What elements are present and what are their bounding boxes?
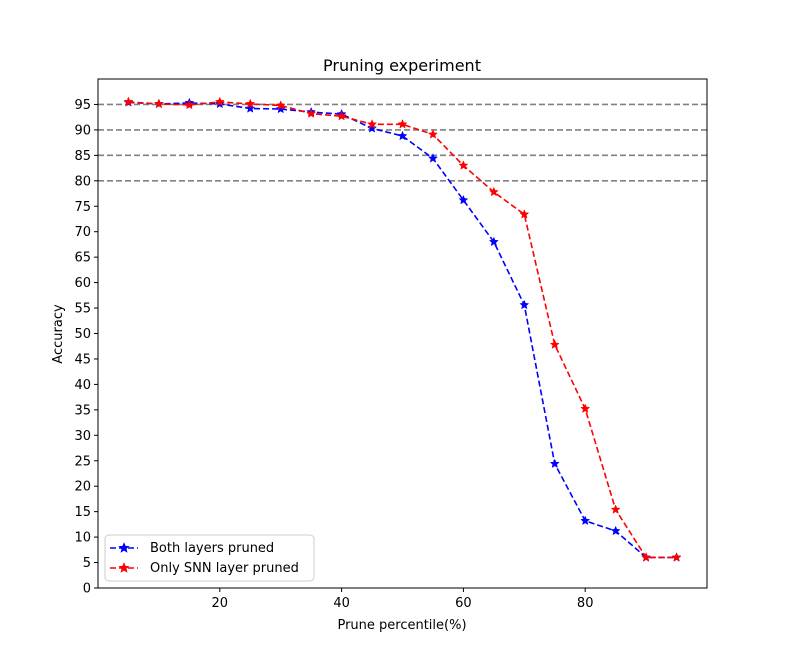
y-tick-label: 90 bbox=[74, 123, 91, 138]
y-tick-label: 10 bbox=[74, 531, 91, 546]
data-point bbox=[367, 123, 378, 133]
data-point bbox=[488, 236, 499, 247]
y-tick-label: 20 bbox=[74, 480, 91, 495]
data-point bbox=[123, 96, 134, 107]
y-tick-label: 95 bbox=[74, 98, 91, 113]
data-point bbox=[367, 119, 378, 129]
legend-label-snn-layer: Only SNN layer pruned bbox=[150, 561, 299, 576]
data-point bbox=[519, 209, 530, 219]
data-point bbox=[275, 103, 286, 114]
data-point bbox=[397, 130, 408, 141]
data-point bbox=[458, 194, 469, 205]
data-point bbox=[610, 504, 621, 514]
data-point bbox=[458, 160, 469, 170]
y-tick-label: 5 bbox=[83, 556, 91, 571]
chart-title: Pruning experiment bbox=[323, 56, 481, 75]
y-tick-label: 55 bbox=[74, 302, 91, 317]
data-point bbox=[427, 153, 438, 163]
y-tick-label: 0 bbox=[83, 582, 91, 597]
x-tick-label: 40 bbox=[333, 596, 350, 611]
y-tick-label: 15 bbox=[74, 505, 91, 520]
data-point bbox=[580, 403, 591, 414]
y-tick-label: 35 bbox=[74, 403, 91, 418]
data-point bbox=[641, 552, 652, 562]
legend-marker-both-layers bbox=[118, 542, 130, 553]
legend-box bbox=[104, 534, 315, 582]
data-point bbox=[397, 119, 408, 129]
x-tick-label: 80 bbox=[577, 596, 594, 611]
data-point bbox=[549, 339, 560, 349]
y-tick-label: 25 bbox=[74, 454, 91, 469]
x-axis-ticks: 20 40 60 80 bbox=[212, 588, 594, 611]
y-tick-label: 65 bbox=[74, 251, 91, 266]
data-point bbox=[519, 299, 530, 310]
y-axis-label: Accuracy bbox=[51, 304, 66, 364]
legend: Both layers pruned Only SNN layer pruned bbox=[104, 534, 315, 582]
data-point bbox=[488, 186, 499, 197]
y-tick-label: 45 bbox=[74, 352, 91, 367]
y-tick-label: 85 bbox=[74, 149, 91, 164]
x-axis-label: Prune percentile(%) bbox=[337, 618, 466, 633]
reference-lines bbox=[98, 103, 707, 182]
data-point bbox=[549, 458, 560, 469]
series-layer bbox=[123, 96, 682, 562]
y-axis-ticks: 0 5 10 15 20 25 30 35 40 45 50 55 60 65 70 75 80 85 90 95 bbox=[74, 98, 98, 597]
y-tick-label: 75 bbox=[74, 200, 91, 215]
data-point bbox=[336, 110, 347, 121]
data-point bbox=[153, 98, 164, 109]
y-tick-label: 80 bbox=[74, 174, 91, 189]
data-point bbox=[275, 100, 286, 110]
data-point bbox=[671, 552, 682, 562]
data-point bbox=[427, 129, 438, 139]
data-point bbox=[245, 98, 256, 109]
data-point bbox=[184, 99, 195, 110]
data-point bbox=[214, 96, 225, 107]
legend-label-both-layers: Both layers pruned bbox=[150, 541, 274, 556]
y-tick-label: 30 bbox=[74, 429, 91, 444]
y-tick-label: 50 bbox=[74, 327, 91, 342]
legend-marker-snn-layer bbox=[118, 562, 130, 573]
data-point bbox=[610, 525, 621, 536]
data-point bbox=[245, 103, 256, 113]
data-point bbox=[580, 515, 591, 526]
y-tick-label: 70 bbox=[74, 225, 91, 240]
data-point bbox=[306, 108, 317, 118]
y-tick-label: 40 bbox=[74, 378, 91, 393]
x-tick-label: 60 bbox=[455, 596, 472, 611]
x-tick-label: 20 bbox=[212, 596, 229, 611]
y-tick-label: 60 bbox=[74, 276, 91, 291]
